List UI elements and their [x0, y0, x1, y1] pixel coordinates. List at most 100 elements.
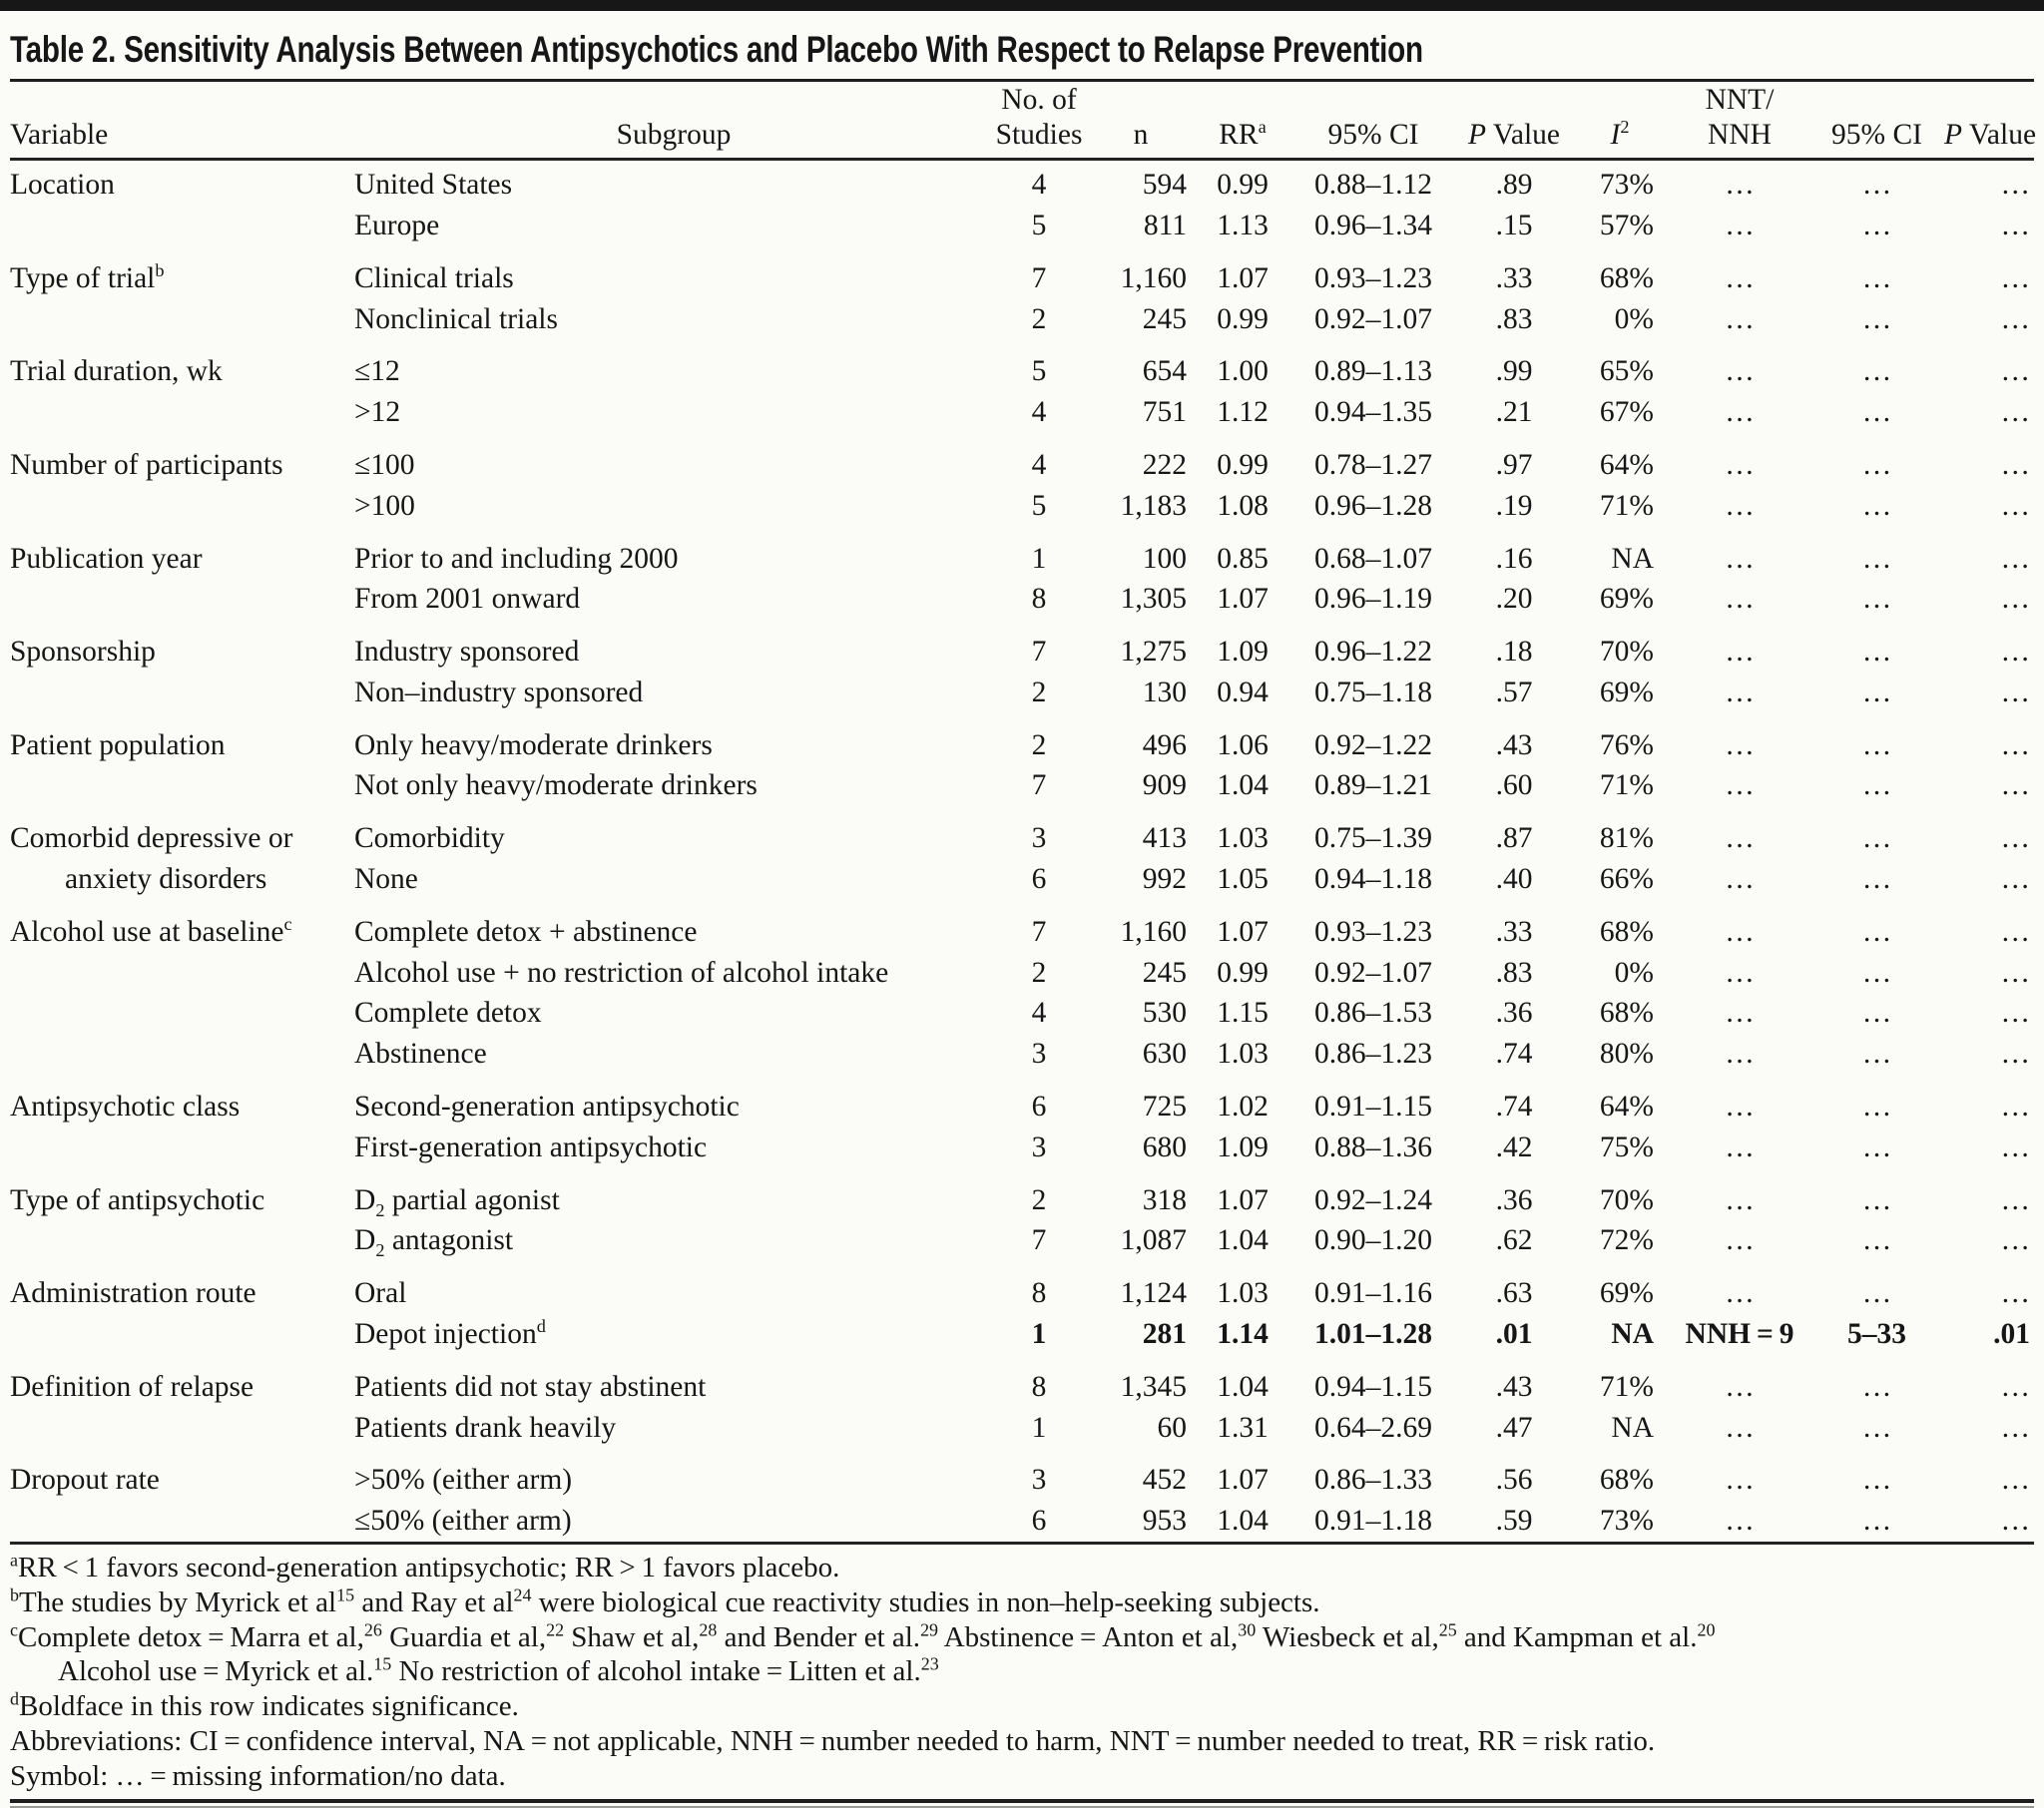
cell-p-value-2: …: [2000, 1224, 2031, 1257]
table-row: Europe 5 811 1.13 0.96–1.34.15 57%………: [10, 206, 2034, 246]
cell-p-value: .33: [1495, 261, 1533, 294]
cell-subgroup: Prior to and including 2000: [354, 542, 679, 575]
cell-no-of-studies: 3: [1031, 822, 1047, 855]
cell-i2: NA: [1611, 1411, 1654, 1444]
cell-no-of-studies: 8: [1031, 583, 1047, 616]
footnote: bThe studies by Myrick et al15 and Ray e…: [10, 1584, 1320, 1618]
cell-n: 1,305: [1120, 583, 1187, 616]
cell-rr: 1.04: [1217, 1505, 1269, 1538]
cell-p-value: .43: [1495, 728, 1533, 761]
cell-p-value-2: …: [2000, 489, 2031, 522]
cell-nnt-nnh: …: [1725, 769, 1755, 802]
cell-p-value: .36: [1495, 997, 1533, 1030]
cell-i2: 66%: [1599, 863, 1654, 896]
cell-nnt-nnh: …: [1725, 997, 1755, 1030]
table-row: ≤50% (either arm) 6 953 1.04 0.91–1.18 .59 73%…: [10, 1501, 2034, 1542]
cell-n: 680: [1142, 1130, 1187, 1163]
cell-no-of-studies: 4: [1031, 448, 1047, 481]
cell-variable: [10, 299, 354, 340]
cell-variable: [10, 579, 354, 620]
cell-rr: 0.85: [1217, 542, 1269, 575]
cell-variable: [10, 1220, 354, 1261]
table-row: Alcohol use at baselinec Complete detox +…: [10, 900, 2034, 953]
header-spacer: [10, 82, 354, 116]
cell-p-value: .60: [1495, 769, 1533, 802]
column-header-subgroup: Subgroup: [354, 116, 993, 162]
cell-no-of-studies: 8: [1031, 1277, 1047, 1310]
cell-subgroup: Alcohol use + no restriction of alcohol …: [354, 956, 889, 989]
cell-95ci-2: …: [1861, 396, 1892, 429]
cell-rr: 1.04: [1217, 1370, 1269, 1403]
cell-95ci: 0.91–1.16: [1314, 1277, 1432, 1310]
table-row: D2 antagonist 7 1,087 1.04 0.90–1.20 .62 72% … ……: [10, 1220, 2034, 1261]
cell-i2: 64%: [1599, 1091, 1654, 1124]
cell-rr: 1.31: [1217, 1411, 1269, 1444]
cell-subgroup: From 2001 onward: [354, 583, 581, 616]
column-header-p-value-2: P Value: [1944, 116, 2036, 162]
cell-rr: 1.07: [1217, 1183, 1269, 1216]
cell-n: 1,345: [1120, 1370, 1187, 1403]
cell-p-value-2: …: [2000, 448, 2031, 481]
cell-n: 413: [1142, 822, 1187, 855]
cell-variable: Dropout rate: [10, 1464, 160, 1497]
table-row: From 2001 onward 8 1,305 1.07 0.96–1.19 .20 69…: [10, 579, 2034, 620]
table-row: >12 4 751 1.12 0.94–1.35.21 67%………: [10, 392, 2034, 433]
cell-n: 811: [1143, 209, 1187, 241]
header-row-main: Variable Subgroup Studies n RRa 95% CI P…: [10, 116, 2036, 162]
cell-p-value: .89: [1495, 169, 1533, 202]
cell-95ci-2: …: [1861, 302, 1892, 335]
cell-subgroup: D2 antagonist: [354, 1224, 514, 1261]
cell-n: 1,160: [1120, 261, 1187, 294]
cell-no-of-studies: 3: [1031, 1464, 1047, 1497]
cell-p-value-2: …: [2000, 1130, 2031, 1163]
sensitivity-table: No. of NNT/ Variable Subgroup Studies n …: [10, 82, 2036, 1542]
cell-subgroup: First-generation antipsychotic: [354, 1130, 708, 1163]
cell-i2: 70%: [1599, 636, 1654, 669]
cell-95ci: 0.86–1.53: [1314, 997, 1432, 1030]
cell-nnt-nnh: …: [1725, 542, 1755, 575]
cell-95ci-2: …: [1861, 583, 1892, 616]
cell-no-of-studies: 2: [1031, 728, 1047, 761]
cell-p-value: .01: [1495, 1318, 1533, 1351]
cell-subgroup: Not only heavy/moderate drinkers: [354, 769, 758, 802]
cell-n: 1,275: [1120, 636, 1187, 669]
cell-subgroup: Complete detox: [354, 997, 542, 1030]
cell-nnt-nnh: …: [1725, 169, 1755, 202]
cell-variable: [10, 1128, 354, 1168]
cell-no-of-studies: 2: [1031, 1183, 1047, 1216]
cell-n: 1,183: [1120, 489, 1187, 522]
cell-nnt-nnh: …: [1725, 209, 1755, 241]
cell-rr: 1.00: [1217, 355, 1269, 388]
top-bar: [0, 0, 2044, 11]
cell-i2: 81%: [1599, 822, 1654, 855]
table-row: Dropout rate >50% (either arm) 3 452 1.07 0.8…: [10, 1448, 2034, 1501]
cell-n: 530: [1142, 997, 1187, 1030]
cell-no-of-studies: 5: [1031, 489, 1047, 522]
cell-p-value: .83: [1495, 956, 1533, 989]
cell-rr: 1.07: [1217, 1464, 1269, 1497]
cell-p-value-2: …: [2000, 1038, 2031, 1071]
cell-95ci-2: …: [1861, 1224, 1892, 1257]
cell-95ci: 0.78–1.27: [1314, 448, 1432, 481]
cell-nnt-nnh: …: [1725, 863, 1755, 896]
cell-p-value: .42: [1495, 1130, 1533, 1163]
cell-95ci: 0.91–1.15: [1314, 1091, 1432, 1124]
cell-i2: 71%: [1599, 489, 1654, 522]
cell-subgroup: Complete detox + abstinence: [354, 915, 698, 948]
footnote: dBoldface in this row indicates signific…: [10, 1688, 519, 1723]
table-row: Antipsychotic class Second-generation ant…: [10, 1075, 2034, 1128]
cell-variable: [10, 486, 354, 527]
cell-rr: 0.99: [1217, 448, 1269, 481]
cell-subgroup: ≤100: [354, 448, 415, 481]
cell-rr: 1.09: [1217, 636, 1269, 669]
header-spacer: [1570, 82, 1670, 116]
cell-n: 222: [1142, 448, 1187, 481]
cell-subgroup: Non–industry sponsored: [354, 676, 644, 708]
cell-i2: 67%: [1599, 396, 1654, 429]
cell-i2: 75%: [1599, 1130, 1654, 1163]
cell-subgroup: Second-generation antipsychotic: [354, 1091, 740, 1124]
cell-variable: Number of participants: [10, 448, 283, 481]
cell-n: 953: [1142, 1505, 1187, 1538]
cell-i2: 73%: [1599, 169, 1654, 202]
cell-p-value-2: …: [2000, 396, 2031, 429]
